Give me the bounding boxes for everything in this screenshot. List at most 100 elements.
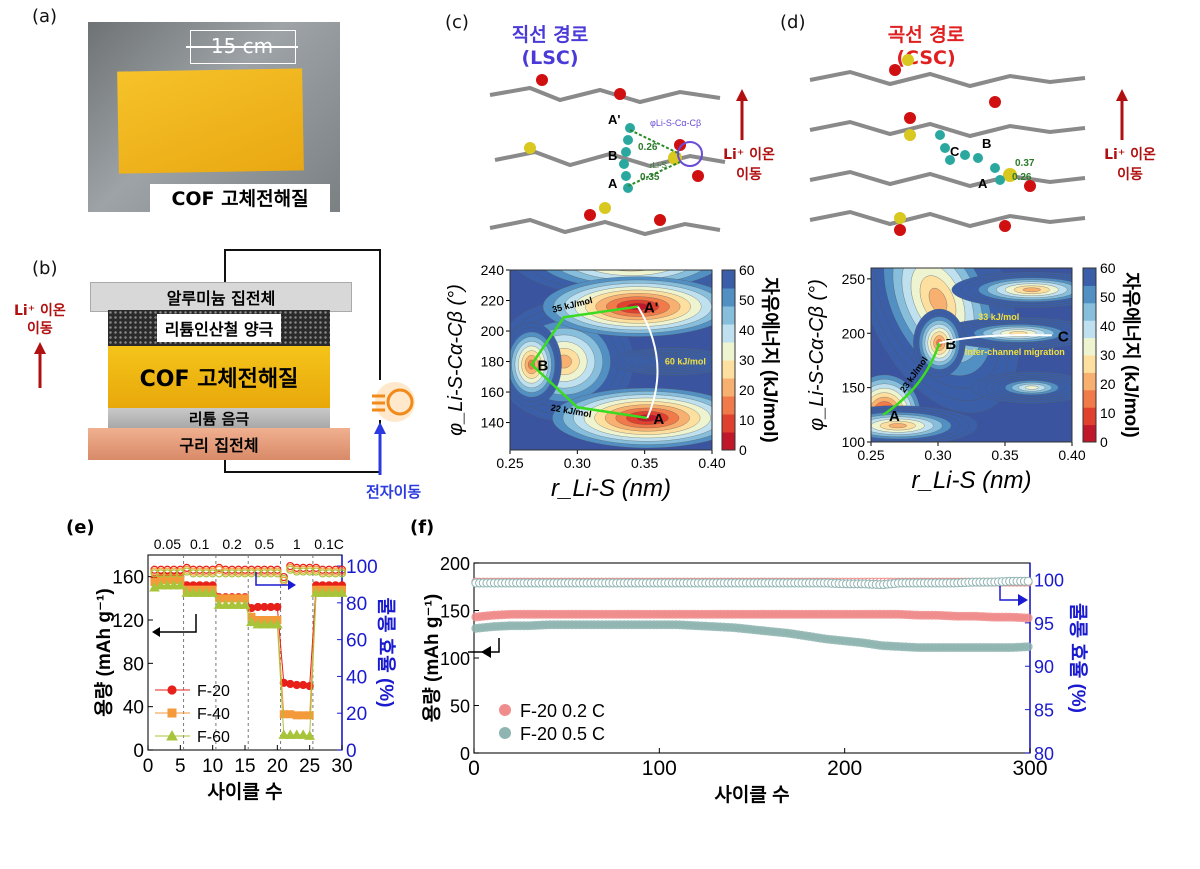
arrowhead	[1018, 594, 1028, 606]
contour-level	[888, 423, 907, 429]
efficiency-point	[279, 574, 288, 584]
rate-label: 0.05	[154, 536, 181, 552]
cof-caption: COF 고체전해질	[150, 184, 330, 214]
annotation: 33 kJ/mol	[978, 312, 1019, 322]
capacity-point	[200, 587, 212, 597]
x-axis-label: r_Li-S (nm)	[911, 467, 1031, 494]
colorbar-segment	[722, 288, 735, 307]
y2-tick-label: 0	[346, 741, 357, 762]
colorbar-frame	[721, 269, 736, 451]
contour-level	[1024, 385, 1039, 390]
y-tick-label: 240	[481, 262, 505, 278]
dimension-arrow	[186, 46, 298, 48]
x-axis-label: 사이클 수	[714, 784, 789, 806]
y-tick-label: 160	[112, 568, 144, 589]
legend-label: F-40	[197, 706, 230, 723]
annotation: Inter-channel migration	[965, 347, 1065, 357]
right-axis-arrow	[999, 586, 1020, 601]
y-tick-label: 50	[450, 697, 470, 717]
x-tick-label: 0.30	[564, 455, 591, 471]
y2-tick-label: 95	[1034, 614, 1054, 634]
capacity-point	[220, 599, 231, 609]
capacity-point	[317, 587, 328, 597]
contour-plot-c: A' B A 0.25 0.30 0.35 0.40 140 160 180 200 220 240 0 1…	[445, 253, 781, 502]
legend-marker	[167, 708, 177, 718]
phi-label: φLi-S-Cα-Cβ	[650, 118, 701, 128]
chart-f: 0 100 200 300 0 50 100 150 200 80 85 90 95 100 사이클 수 용량…	[421, 554, 1089, 806]
ion-label-line2: 이동	[26, 321, 53, 337]
ion-label-line1: Li⁺ 이온	[723, 147, 775, 163]
contour-level	[618, 253, 645, 262]
colorbar-tick-label: 0	[1100, 434, 1108, 450]
panel-label-b: (b)	[32, 258, 58, 279]
colorbar-label: 자유에너지 (kJ/mol)	[759, 277, 781, 443]
capacity-point	[252, 618, 264, 629]
x-tick-label: 15	[234, 756, 255, 777]
y-tick-label: 150	[440, 602, 470, 622]
legend-label: F-60	[197, 729, 230, 746]
ion-label-line1: Li⁺ 이온	[14, 303, 66, 319]
colorbar-tick-label: 30	[1100, 347, 1116, 363]
capacity-point	[271, 618, 283, 629]
y-tick-label: 0	[460, 744, 470, 764]
y2-tick-label: 80	[346, 594, 367, 615]
capacity-point	[286, 710, 295, 719]
minimum-label: B	[538, 358, 549, 375]
legend-label: F-20 0.5 C	[520, 724, 605, 744]
rate-label: 0.1C	[314, 536, 344, 552]
atom-label-c: C	[950, 144, 960, 159]
rate-label: 0.5	[255, 536, 275, 552]
y-tick-label: 180	[481, 354, 505, 370]
layer-aluminum: 알루미늄 집전체	[90, 282, 352, 312]
capacity-point	[174, 579, 186, 590]
arrowhead	[152, 627, 160, 637]
panel-label-d: (d)	[780, 12, 806, 33]
efficiency-point	[273, 569, 282, 578]
y-tick-label: 150	[842, 380, 866, 396]
arrowhead	[288, 580, 296, 590]
capacity-point	[207, 587, 219, 597]
colorbar-segment	[722, 432, 735, 451]
lsc-path-line	[529, 305, 648, 420]
colorbar-segment	[1083, 372, 1096, 391]
y-tick-label: 220	[481, 293, 505, 309]
capacity-point	[168, 579, 180, 590]
electron-movement-label: 전자이동	[366, 483, 422, 501]
colorbar-tick-label: 60	[1100, 260, 1116, 276]
x-tick-label: 0.35	[631, 455, 658, 471]
lsc-ion-label: Li⁺ 이온 이동	[714, 145, 784, 185]
capacity-point	[155, 579, 167, 590]
capacity-point	[273, 602, 282, 612]
y-tick-label: 160	[481, 384, 505, 400]
y-tick-label: 200	[440, 554, 470, 574]
minimum-label: A	[889, 408, 900, 425]
ion-label-line1: Li⁺ 이온	[1104, 147, 1156, 163]
x-tick-label: 0	[143, 756, 154, 777]
csc-ion-arrow	[1116, 89, 1128, 140]
colorbar-segment	[1083, 268, 1096, 286]
panel-label-c: (c)	[445, 12, 469, 33]
atom-label-a-prime: A'	[608, 112, 620, 127]
x-axis-label: 사이클 수	[207, 781, 282, 803]
y-tick-label: 250	[842, 271, 866, 287]
y-tick-label: 80	[123, 654, 144, 675]
y2-tick-label: 100	[346, 557, 378, 578]
y-tick-label: 100	[842, 434, 866, 450]
x-tick-label: 200	[827, 757, 862, 780]
y2-tick-label: 100	[1034, 570, 1064, 590]
atom-label-a: A	[978, 176, 988, 191]
x-tick-label: 0.25	[857, 447, 884, 463]
colorbar-frame	[1082, 267, 1097, 443]
capacity-point	[284, 729, 296, 739]
capacity-point	[162, 579, 173, 590]
left-axis-arrow	[468, 638, 500, 653]
capacity-point	[299, 711, 308, 720]
x-tick-label: 20	[267, 756, 288, 777]
x-tick-label: 25	[299, 756, 320, 777]
capacity-point	[297, 729, 309, 739]
colorbar-segment	[722, 306, 735, 325]
cof-photo: 15 cm COF 고체전해질	[88, 22, 340, 214]
y2-tick-label: 80	[1034, 744, 1054, 764]
y-axis-label: 용량 (mAh g⁻¹)	[421, 594, 443, 722]
